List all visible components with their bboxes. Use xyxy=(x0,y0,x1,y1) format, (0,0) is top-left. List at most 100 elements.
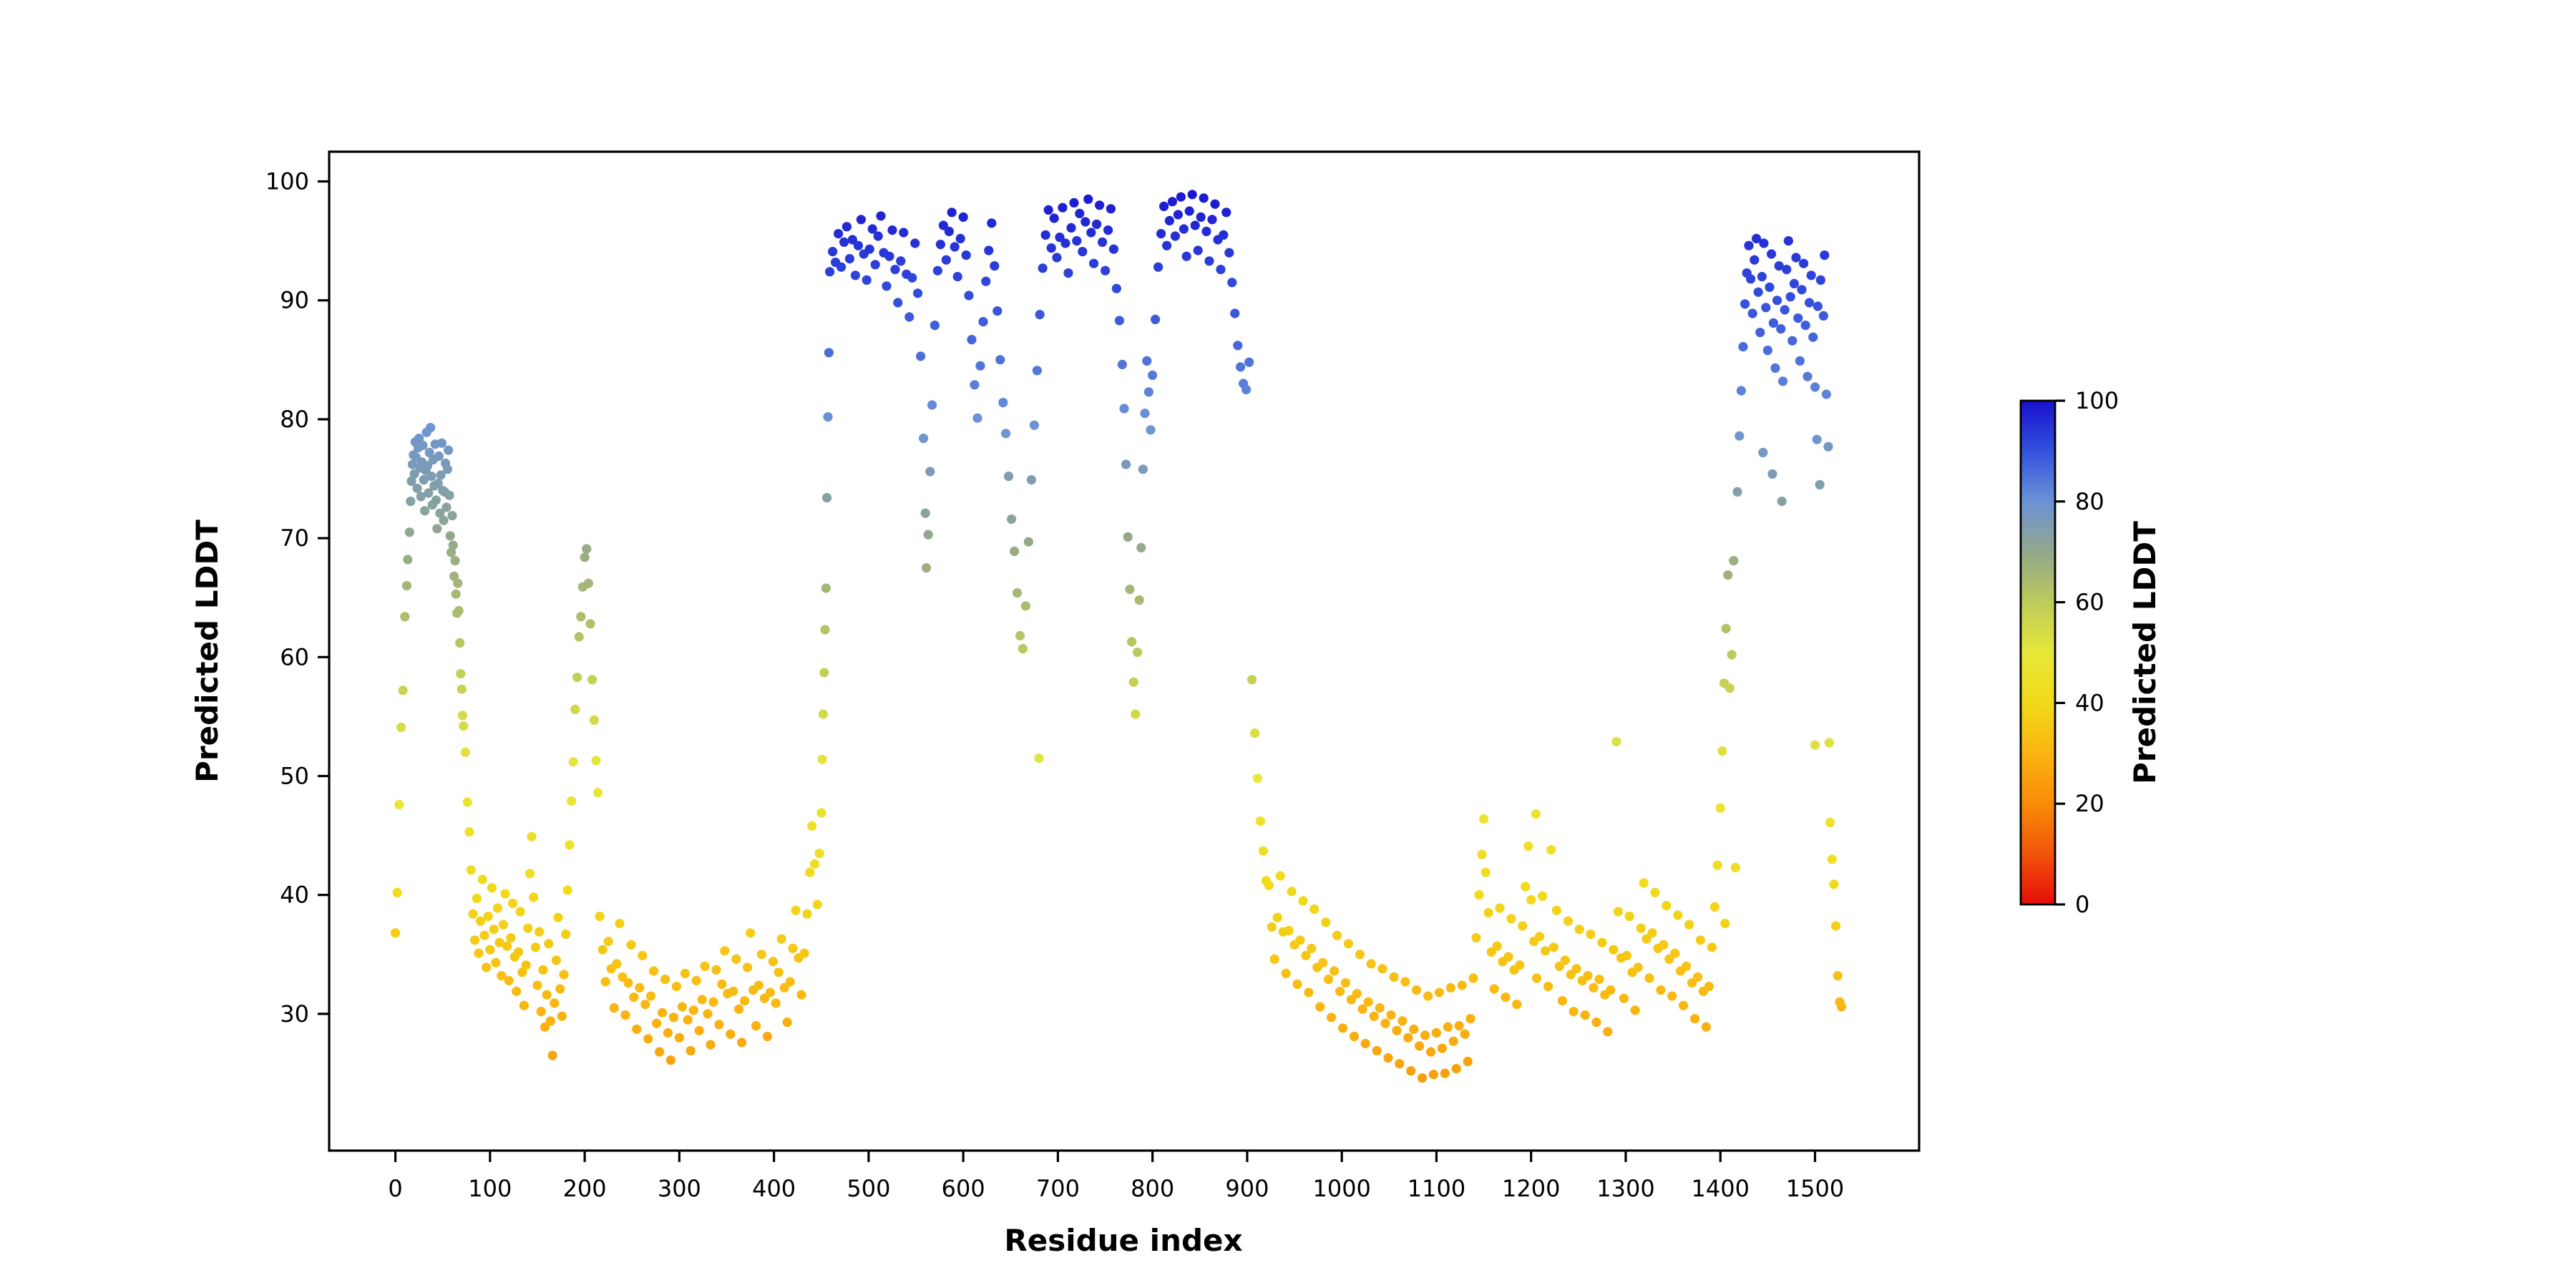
data-point xyxy=(686,1045,696,1055)
data-point xyxy=(1114,316,1124,326)
data-point xyxy=(922,563,932,573)
data-point xyxy=(576,612,586,622)
data-point xyxy=(1568,1007,1579,1017)
data-point xyxy=(1349,1031,1359,1041)
data-point xyxy=(572,673,582,683)
data-point xyxy=(419,475,429,485)
data-point xyxy=(439,515,449,525)
data-point xyxy=(981,276,991,286)
data-point xyxy=(1647,928,1657,938)
data-point xyxy=(1557,996,1567,1006)
data-point xyxy=(1538,891,1548,901)
data-point xyxy=(512,986,522,996)
data-point xyxy=(1483,908,1493,918)
data-point xyxy=(1463,1056,1473,1066)
data-point xyxy=(444,490,454,500)
data-point xyxy=(1772,296,1782,306)
data-point xyxy=(557,1011,567,1021)
data-point xyxy=(1589,982,1599,992)
data-point xyxy=(1372,1045,1382,1055)
data-point xyxy=(1693,972,1703,982)
data-point xyxy=(1619,993,1629,1003)
data-point xyxy=(1204,256,1214,266)
data-point xyxy=(1474,890,1484,900)
data-point xyxy=(1173,210,1183,220)
data-point xyxy=(529,892,539,902)
data-point xyxy=(1383,1053,1393,1063)
data-point xyxy=(600,977,610,987)
data-point xyxy=(703,1009,713,1019)
data-point xyxy=(612,959,622,969)
data-point xyxy=(457,711,468,721)
data-point xyxy=(506,933,516,943)
data-point xyxy=(1477,849,1487,859)
data-point xyxy=(1480,867,1491,877)
data-point xyxy=(489,924,499,935)
data-point xyxy=(1023,537,1033,547)
data-point xyxy=(1304,987,1314,997)
data-point xyxy=(498,919,509,930)
data-point xyxy=(1167,197,1177,207)
data-point xyxy=(774,967,784,977)
data-point xyxy=(658,1008,668,1018)
data-point xyxy=(1046,243,1056,253)
data-point xyxy=(436,438,447,448)
data-point xyxy=(1797,285,1807,295)
data-point xyxy=(1406,1066,1416,1076)
data-point xyxy=(1397,1016,1407,1026)
data-point xyxy=(765,987,775,997)
data-point xyxy=(1448,1036,1458,1046)
data-point xyxy=(952,272,962,282)
data-point xyxy=(392,887,402,897)
data-point xyxy=(1729,556,1739,566)
data-point xyxy=(1566,970,1576,980)
data-point xyxy=(1034,753,1044,763)
data-point xyxy=(1426,1047,1436,1057)
data-point xyxy=(470,935,480,945)
scatter-points-layer xyxy=(391,190,1847,1083)
data-point xyxy=(1121,459,1131,469)
data-point xyxy=(714,1020,724,1030)
data-point xyxy=(1583,971,1593,981)
data-point xyxy=(1179,224,1189,234)
data-point xyxy=(472,894,482,904)
data-point xyxy=(1526,894,1536,904)
data-point xyxy=(814,849,824,859)
data-point xyxy=(532,980,542,990)
data-point xyxy=(597,945,608,955)
data-point xyxy=(426,472,436,482)
data-point xyxy=(683,1015,693,1025)
data-point xyxy=(691,975,701,985)
data-point xyxy=(1554,961,1564,971)
data-point xyxy=(1032,366,1042,376)
data-point xyxy=(810,859,820,869)
data-point xyxy=(1043,205,1053,215)
data-point xyxy=(743,962,753,972)
data-point xyxy=(1759,238,1769,248)
data-point xyxy=(1400,977,1410,987)
data-point xyxy=(595,912,605,922)
data-point xyxy=(844,254,854,264)
data-point xyxy=(1770,363,1780,373)
data-point xyxy=(1603,1027,1613,1037)
data-point xyxy=(1563,916,1573,926)
data-point xyxy=(1049,213,1059,223)
data-point xyxy=(1837,1002,1847,1012)
data-point xyxy=(1460,1029,1470,1039)
data-point xyxy=(1489,984,1499,994)
data-point xyxy=(995,355,1005,365)
data-point xyxy=(1080,217,1091,227)
data-point xyxy=(1831,921,1841,931)
data-point xyxy=(1813,301,1823,311)
data-point xyxy=(1546,845,1556,855)
data-point xyxy=(1806,270,1816,280)
data-point xyxy=(494,937,504,947)
data-point xyxy=(1762,346,1772,356)
data-point xyxy=(1151,314,1161,324)
data-point xyxy=(1506,914,1516,924)
y-tick-label: 80 xyxy=(280,406,309,433)
data-point xyxy=(1010,546,1020,557)
data-point xyxy=(1720,919,1730,929)
data-point xyxy=(1309,904,1319,914)
data-point xyxy=(788,943,798,953)
